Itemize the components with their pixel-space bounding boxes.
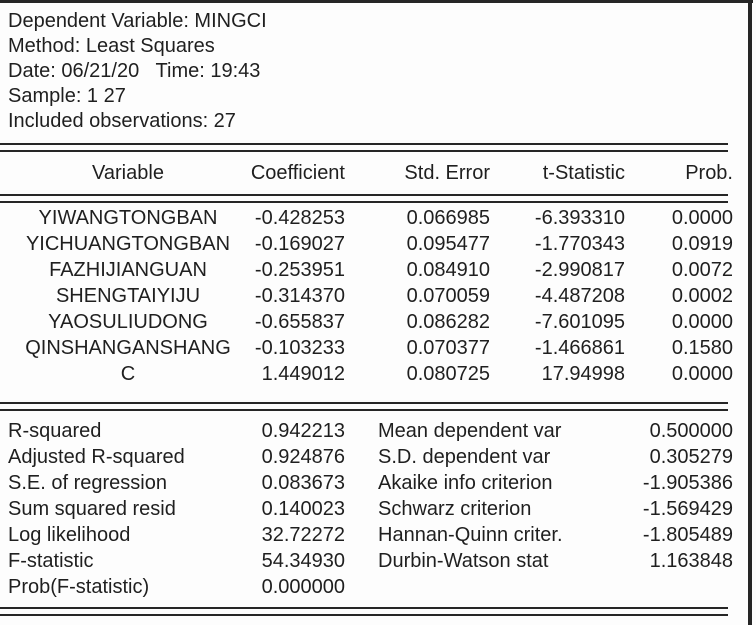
t-statistic-cell: -7.601095 — [534, 311, 625, 333]
column-header-coefficient: Coefficient — [250, 162, 345, 184]
divider-below-header — [0, 143, 728, 152]
summary-label-cell: Durbin-Watson stat — [378, 550, 549, 572]
coef-row: SHENGTAIYIJU -0.314370 0.070059 -4.48720… — [8, 283, 756, 309]
t-statistic-cell: -2.990817 — [534, 259, 625, 281]
summary-value-cell: -1.569429 — [642, 498, 733, 520]
coefficient-cell: -0.169027 — [254, 233, 345, 255]
coefficient-cell: -0.103233 — [254, 337, 345, 359]
summary-label-cell: Log likelihood — [8, 524, 131, 546]
std-error-cell: 0.095477 — [406, 233, 490, 255]
coefficient-cell: -0.655837 — [254, 311, 345, 333]
std-error-cell: 0.066985 — [406, 207, 490, 229]
summary-row: F-statistic 54.34930 Durbin-Watson stat … — [8, 548, 756, 574]
coef-row: YAOSULIUDONG -0.655837 0.086282 -7.60109… — [8, 309, 756, 335]
divider-above-summary — [0, 402, 728, 411]
coefficient-table-body: YIWANGTONGBAN -0.428253 0.066985 -6.3933… — [0, 203, 756, 391]
prob-cell: 0.0072 — [671, 259, 733, 281]
coef-row: YICHUANGTONGBAN -0.169027 0.095477 -1.77… — [8, 231, 756, 257]
right-border-line — [748, 0, 752, 625]
coefficient-cell: 1.449012 — [261, 363, 345, 385]
column-header-std-error: Std. Error — [404, 162, 490, 184]
summary-value-cell: 0.140023 — [261, 498, 345, 520]
divider-below-column-headers — [0, 194, 728, 203]
t-statistic-cell: -6.393310 — [534, 207, 625, 229]
summary-value-cell: 0.083673 — [261, 472, 345, 494]
summary-row: Adjusted R-squared 0.924876 S.D. depende… — [8, 444, 756, 470]
prob-cell: 0.0000 — [671, 311, 733, 333]
summary-label-cell: Prob(F-statistic) — [8, 576, 150, 598]
summary-row: Prob(F-statistic) 0.000000 — [8, 574, 756, 600]
top-border-line — [0, 0, 753, 3]
observations-line: Included observations: 27 — [8, 110, 236, 132]
summary-label-cell: S.E. of regression — [8, 472, 167, 494]
summary-value-cell: -1.805489 — [642, 524, 733, 546]
summary-value-cell: 0.942213 — [261, 420, 345, 442]
summary-row: Sum squared resid 0.140023 Schwarz crite… — [8, 496, 756, 522]
std-error-cell: 0.080725 — [406, 363, 490, 385]
summary-value-cell: -1.905386 — [642, 472, 733, 494]
summary-value-cell — [625, 574, 733, 600]
summary-statistics-table: R-squared 0.942213 Mean dependent var 0.… — [0, 418, 756, 600]
prob-cell: 0.0000 — [671, 207, 733, 229]
prob-cell: 0.0919 — [671, 233, 733, 255]
prob-cell: 0.0000 — [671, 363, 733, 385]
std-error-cell: 0.070377 — [406, 337, 490, 359]
variable-name-cell: FAZHIJIANGUAN — [49, 259, 207, 281]
sample-line: Sample: 1 27 — [8, 85, 126, 107]
variable-name-cell: SHENGTAIYIJU — [55, 285, 201, 307]
summary-row: R-squared 0.942213 Mean dependent var 0.… — [8, 418, 756, 444]
dependent-variable-line: Dependent Variable: MINGCI — [8, 10, 267, 32]
summary-label-cell: Mean dependent var — [378, 420, 562, 442]
summary-label-cell: Schwarz criterion — [378, 498, 532, 520]
column-header-t-statistic: t-Statistic — [542, 162, 625, 184]
summary-label-cell — [345, 574, 625, 600]
coefficient-table-header-row: Variable Coefficient Std. Error t-Statis… — [8, 152, 756, 194]
summary-value-cell: 0.500000 — [649, 420, 733, 442]
summary-label-cell: R-squared — [8, 420, 102, 442]
summary-label-cell: F-statistic — [8, 550, 94, 572]
coef-row: C 1.449012 0.080725 17.94998 0.0000 — [8, 361, 756, 387]
std-error-cell: 0.070059 — [406, 285, 490, 307]
date-time-line: Date: 06/21/20 Time: 19:43 — [8, 60, 261, 82]
std-error-cell: 0.086282 — [406, 311, 490, 333]
t-statistic-cell: 17.94998 — [541, 363, 625, 385]
column-header-variable: Variable — [92, 162, 164, 184]
std-error-cell: 0.084910 — [406, 259, 490, 281]
method-line: Method: Least Squares — [8, 35, 215, 57]
summary-value-cell: 0.924876 — [261, 446, 345, 468]
variable-name-cell: QINSHANGANSHANG — [25, 337, 231, 359]
t-statistic-cell: -1.466861 — [534, 337, 625, 359]
variable-name-cell: YAOSULIUDONG — [48, 311, 208, 333]
coef-row: YIWANGTONGBAN -0.428253 0.066985 -6.3933… — [8, 205, 756, 231]
variable-name-cell: YICHUANGTONGBAN — [25, 233, 231, 255]
summary-row: S.E. of regression 0.083673 Akaike info … — [8, 470, 756, 496]
summary-row: Log likelihood 32.72272 Hannan-Quinn cri… — [8, 522, 756, 548]
summary-value-cell: 1.163848 — [649, 550, 733, 572]
prob-cell: 0.1580 — [671, 337, 733, 359]
coefficient-cell: -0.428253 — [254, 207, 345, 229]
summary-label-cell: Hannan-Quinn criter. — [378, 524, 563, 546]
t-statistic-cell: -1.770343 — [534, 233, 625, 255]
coefficient-cell: -0.314370 — [254, 285, 345, 307]
variable-name-cell: YIWANGTONGBAN — [38, 207, 218, 229]
summary-label-cell: Sum squared resid — [8, 498, 176, 520]
summary-value-cell: 0.000000 — [261, 576, 345, 598]
summary-label-cell: Akaike info criterion — [378, 472, 553, 494]
summary-label-cell: S.D. dependent var — [378, 446, 551, 468]
coefficient-cell: -0.253951 — [254, 259, 345, 281]
summary-value-cell: 32.72272 — [261, 524, 345, 546]
summary-label-cell: Adjusted R-squared — [8, 446, 185, 468]
coef-row: QINSHANGANSHANG -0.103233 0.070377 -1.46… — [8, 335, 756, 361]
prob-cell: 0.0002 — [671, 285, 733, 307]
coef-row: FAZHIJIANGUAN -0.253951 0.084910 -2.9908… — [8, 257, 756, 283]
coefficient-table: Variable Coefficient Std. Error t-Statis… — [0, 152, 756, 194]
output-header: Dependent Variable: MINGCI Method: Least… — [0, 0, 756, 134]
divider-bottom — [0, 607, 728, 616]
summary-value-cell: 0.305279 — [649, 446, 733, 468]
variable-name-cell: C — [120, 363, 136, 385]
t-statistic-cell: -4.487208 — [534, 285, 625, 307]
column-header-prob: Prob. — [685, 162, 733, 184]
summary-value-cell: 54.34930 — [261, 550, 345, 572]
